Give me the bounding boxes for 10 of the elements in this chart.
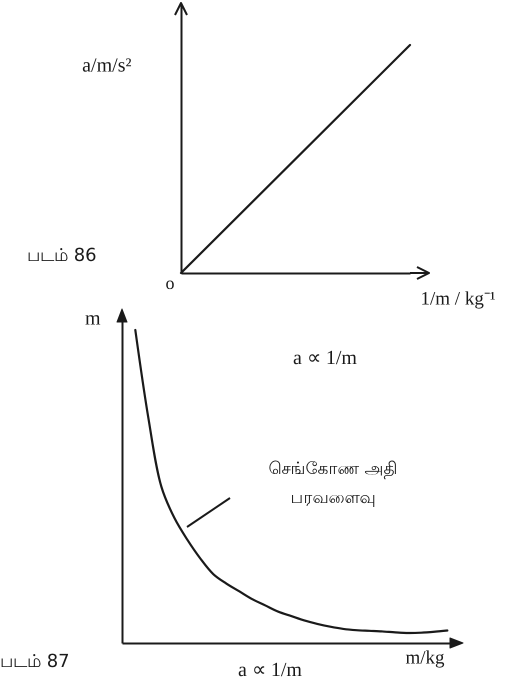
x-axis-title: 1/m / kg⁻¹ [420, 288, 496, 310]
annotation: படம் 86 [27, 245, 97, 266]
x-axis-title: m/kg [406, 648, 446, 668]
annotation: செங்கோண அதி பரவளைவு [268, 459, 398, 508]
y-axis-title: a/m/s² [82, 54, 132, 76]
annotation: a ∝ 1/m [293, 347, 358, 369]
text: படம் 87 [0, 651, 70, 672]
annotation: o [166, 273, 174, 293]
text: a ∝ 1/m [238, 659, 302, 681]
y-axis-title: m [84, 308, 101, 330]
